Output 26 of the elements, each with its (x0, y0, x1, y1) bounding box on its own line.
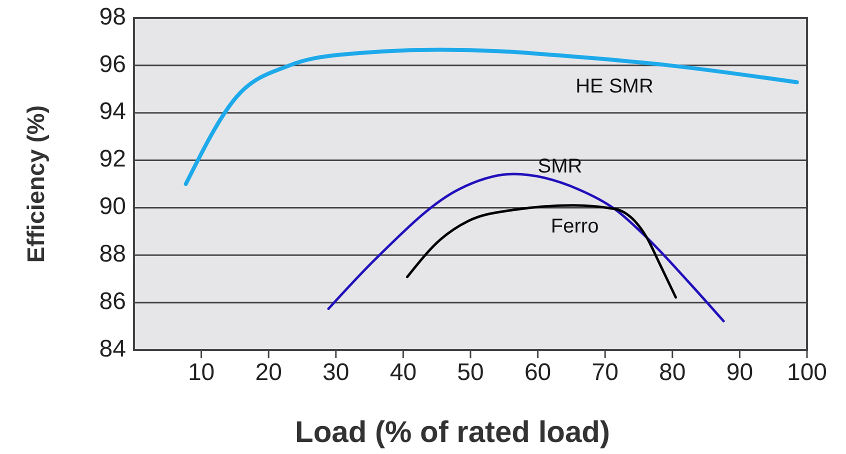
y-tick-label: 96 (99, 50, 126, 78)
y-tick-label: 92 (99, 146, 126, 173)
x-tick-label: 30 (322, 359, 350, 386)
x-tick-label: 50 (457, 359, 484, 386)
x-tick-label: 60 (524, 359, 552, 386)
series-label: HE SMR (576, 76, 654, 98)
line-series (406, 204, 678, 299)
y-tick-label: 86 (99, 288, 126, 315)
line-series (184, 48, 799, 186)
line-series (327, 172, 725, 322)
x-tick-label: 40 (390, 359, 417, 386)
y-tick-label: 90 (99, 193, 126, 220)
x-tick-label: 90 (726, 359, 754, 386)
x-axis-title: Load (% of rated load) (295, 416, 610, 449)
series-label: Ferro (550, 216, 599, 238)
y-tick-label: 94 (99, 98, 126, 126)
x-tick-label: 80 (659, 359, 686, 386)
x-tick-label: 20 (255, 359, 282, 386)
x-tick-label: 100 (786, 359, 828, 386)
y-tick-label: 98 (99, 3, 126, 30)
x-tick-label: 10 (188, 359, 215, 386)
y-tick-label: 84 (99, 335, 126, 362)
series-label: SMR (538, 156, 582, 178)
y-tick-label: 88 (99, 240, 126, 268)
y-axis-title: Efficiency (%) (23, 105, 50, 263)
x-tick-label: 70 (592, 359, 618, 386)
